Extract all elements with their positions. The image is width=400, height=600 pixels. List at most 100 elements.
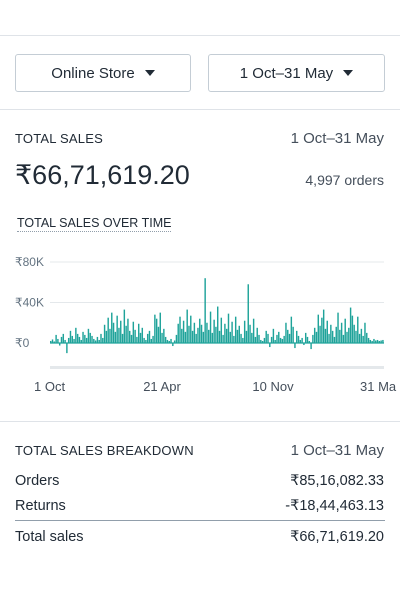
chart-bar[interactable] (137, 323, 140, 343)
chart-bar[interactable] (301, 337, 303, 343)
chart-bar[interactable] (78, 336, 81, 343)
chart-bar[interactable] (123, 309, 126, 343)
chart-bar[interactable] (211, 332, 214, 344)
chart-bar[interactable] (103, 324, 106, 343)
chart-bar[interactable] (80, 339, 82, 343)
chart-bar[interactable] (355, 330, 357, 343)
chart-bar[interactable] (380, 340, 382, 343)
chart-bar[interactable] (272, 328, 275, 343)
chart-bar[interactable] (367, 337, 370, 343)
chart-bar[interactable] (353, 324, 355, 343)
chart-bar[interactable] (209, 311, 212, 343)
chart-bar[interactable] (260, 339, 262, 343)
chart-bar[interactable] (130, 334, 133, 343)
chart-bar[interactable] (222, 334, 224, 343)
chart-bar[interactable] (93, 338, 95, 343)
chart-bar[interactable] (224, 323, 226, 343)
chart-bar[interactable] (373, 338, 375, 343)
chart-bar[interactable] (256, 327, 258, 343)
chart-bar[interactable] (193, 322, 196, 343)
chart-bar[interactable] (238, 325, 240, 343)
chart-bar[interactable] (109, 328, 111, 343)
chart-bar[interactable] (382, 339, 384, 343)
chart-bar[interactable] (328, 333, 330, 343)
chart-bar[interactable] (107, 317, 109, 343)
chart-bar[interactable] (51, 339, 54, 343)
chart-bar[interactable] (234, 316, 237, 343)
chart-bar[interactable] (66, 343, 68, 354)
chart-bar[interactable] (191, 330, 194, 343)
chart-bar[interactable] (71, 335, 73, 343)
chart-bar[interactable] (213, 319, 215, 343)
chart-bar[interactable] (132, 321, 135, 343)
chart-bar[interactable] (87, 328, 90, 343)
chart-bar[interactable] (240, 333, 242, 343)
chart-bar[interactable] (143, 337, 145, 343)
chart-bar[interactable] (85, 337, 88, 343)
chart-bar[interactable] (245, 330, 248, 343)
chart-bar[interactable] (105, 330, 108, 343)
chart-bar[interactable] (299, 339, 302, 343)
chart-bar[interactable] (102, 337, 104, 343)
chart-bar[interactable] (55, 334, 57, 343)
chart-bar[interactable] (285, 322, 287, 343)
chart-bar[interactable] (199, 318, 201, 343)
chart-bar[interactable] (243, 320, 246, 343)
chart-bar[interactable] (118, 327, 120, 343)
chart-bar[interactable] (96, 336, 99, 343)
chart-bar[interactable] (267, 333, 269, 343)
chart-bar[interactable] (150, 338, 152, 343)
chart-bar[interactable] (303, 343, 305, 346)
chart-bar[interactable] (146, 333, 149, 343)
chart-bar[interactable] (265, 330, 267, 343)
chart-bar[interactable] (204, 278, 206, 343)
chart-bar[interactable] (218, 330, 221, 343)
chart-bar[interactable] (346, 331, 348, 343)
chart-bar[interactable] (252, 318, 255, 343)
chart-bar[interactable] (225, 328, 228, 343)
chart-bar[interactable] (184, 331, 187, 343)
chart-bar[interactable] (254, 336, 257, 343)
chart-bar[interactable] (163, 328, 165, 343)
chart-bar[interactable] (249, 324, 251, 343)
chart-bar[interactable] (129, 330, 131, 343)
chart-bar[interactable] (75, 327, 77, 343)
chart-bar[interactable] (116, 315, 118, 343)
chart-bar[interactable] (154, 314, 156, 343)
chart-bar[interactable] (231, 321, 233, 343)
chart-bar[interactable] (296, 330, 298, 343)
chart-bar[interactable] (288, 333, 291, 343)
chart-bar[interactable] (279, 337, 282, 343)
chart-bar[interactable] (220, 317, 223, 343)
chart-bar[interactable] (206, 322, 208, 343)
chart-bar[interactable] (215, 326, 217, 343)
chart-bar[interactable] (313, 327, 316, 343)
chart-bar[interactable] (121, 333, 124, 343)
chart-bar[interactable] (263, 337, 266, 343)
chart-bar[interactable] (166, 339, 169, 343)
store-select[interactable]: Online Store (15, 54, 191, 92)
chart-bar[interactable] (98, 339, 100, 343)
chart-bar[interactable] (173, 340, 176, 343)
chart-bar[interactable] (274, 339, 276, 343)
chart-bar[interactable] (321, 317, 323, 343)
chart-bar[interactable] (317, 314, 319, 343)
chart-bar[interactable] (148, 330, 151, 343)
chart-bar[interactable] (283, 335, 285, 343)
chart-bar[interactable] (200, 324, 203, 343)
chart-bar[interactable] (195, 333, 197, 343)
chart-bar[interactable] (172, 343, 174, 347)
chart-bar[interactable] (348, 327, 350, 343)
chart-bar[interactable] (287, 329, 289, 343)
chart-bar[interactable] (324, 328, 327, 343)
chart-bar[interactable] (351, 315, 354, 343)
chart-bar[interactable] (276, 334, 278, 343)
chart-bar[interactable] (120, 320, 122, 343)
chart-bar[interactable] (188, 325, 190, 343)
chart-bar[interactable] (342, 334, 345, 343)
chart-bar[interactable] (157, 326, 160, 343)
chart-bar[interactable] (197, 327, 199, 343)
chart-bar[interactable] (281, 338, 284, 343)
chart-bar[interactable] (60, 336, 63, 343)
chart-bar[interactable] (337, 312, 339, 344)
